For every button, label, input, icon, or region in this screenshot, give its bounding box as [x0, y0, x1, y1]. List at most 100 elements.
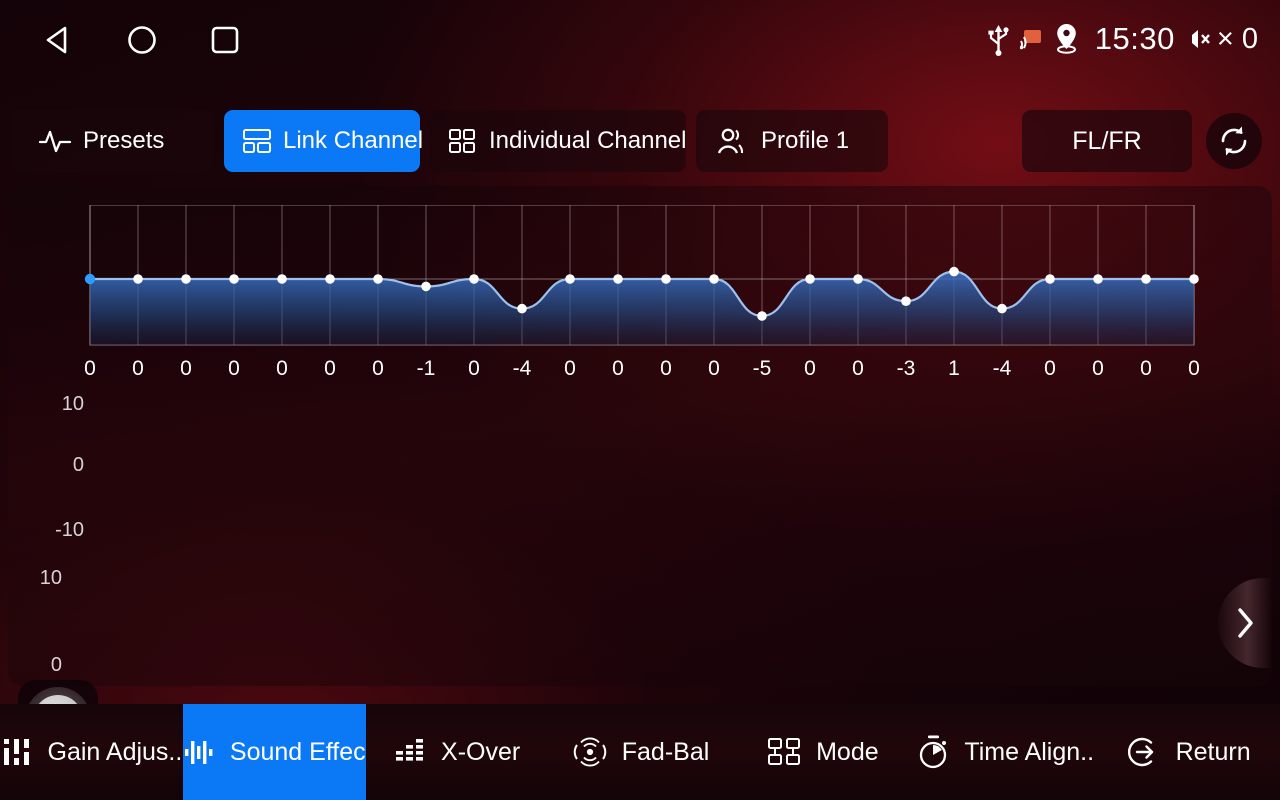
waveform-icon — [38, 126, 72, 156]
curve-value-label: 0 — [276, 357, 288, 380]
curve-point[interactable] — [997, 303, 1007, 314]
back-triangle-icon[interactable] — [38, 20, 78, 60]
curve-value-label: -4 — [512, 357, 532, 380]
curve-value-label: 0 — [1092, 357, 1104, 380]
tab-individual-channel[interactable]: Individual Channel — [430, 110, 686, 172]
curve-value-label: 0 — [84, 357, 96, 380]
curve-area-fill — [90, 271, 1194, 345]
sound-effect-icon — [183, 735, 217, 769]
bottom-nav-gain-adjust-label: Gain Adjus.. — [47, 737, 183, 766]
curve-point[interactable] — [229, 274, 239, 284]
bottom-nav-fad-bal-label: Fad-Bal — [621, 737, 710, 766]
curve-point[interactable] — [181, 274, 191, 284]
eq-curve-chart[interactable]: 10 0 -10 0 0 0 0 0 0 0 -1 0 -4 0 0 0 0 -5 0 0 -3 1 -4 — [8, 186, 1272, 541]
curve-point[interactable] — [325, 274, 335, 284]
curve-point[interactable] — [133, 274, 143, 284]
gain-sliders-icon — [1, 735, 35, 769]
curve-point[interactable] — [661, 274, 671, 284]
flfr-label: FL/FR — [1072, 126, 1142, 155]
bottom-nav-sound-effect-label: Sound Effec — [229, 737, 366, 766]
bottom-nav-time-align[interactable]: Time Align.. — [914, 704, 1097, 800]
link-channel-icon — [242, 127, 272, 155]
curve-value-label: 0 — [612, 357, 624, 380]
curve-axis-mid: 0 — [72, 454, 84, 476]
curve-value-label: 0 — [468, 357, 480, 380]
tab-link-channel[interactable]: Link Channel — [224, 110, 424, 172]
bottom-nav-sound-effect[interactable]: Sound Effec — [182, 704, 366, 800]
curve-value-label: -1 — [416, 357, 436, 380]
mode-tab-row: Presets Link Channel Individual Channel — [0, 110, 1280, 172]
tab-presets-label: Presets — [83, 127, 165, 154]
bottom-nav-return[interactable]: Return — [1097, 704, 1280, 800]
bottom-nav-xover[interactable]: X-Over — [366, 704, 549, 800]
channel-selector-flfr[interactable]: FL/FR — [1022, 110, 1192, 172]
curve-point[interactable] — [1189, 274, 1199, 284]
curve-point[interactable] — [901, 296, 911, 306]
tab-link-channel-label: Link Channel — [283, 127, 424, 154]
bottom-nav-bar: Gain Adjus.. Sound Effec X-Over — [0, 704, 1280, 800]
bottom-nav-mode-label: Mode — [816, 737, 879, 766]
curve-value-label: 0 — [228, 357, 240, 380]
fadbal-icon — [571, 734, 609, 770]
tab-individual-channel-label: Individual Channel — [489, 127, 687, 154]
curve-value-label: -5 — [752, 357, 772, 380]
curve-point[interactable] — [565, 274, 575, 284]
tab-profile[interactable]: Profile 1 — [696, 110, 888, 172]
curve-value-label: 0 — [180, 357, 192, 380]
home-circle-icon[interactable] — [122, 20, 162, 60]
tab-profile-label: Profile 1 — [761, 127, 850, 154]
curve-value-label: 1 — [948, 357, 960, 380]
curve-value-label: 0 — [324, 357, 336, 380]
arrow-right-circle-icon — [1127, 734, 1163, 770]
user-icon — [714, 125, 750, 157]
bottom-nav-gain-adjust[interactable]: Gain Adjus.. — [0, 704, 183, 800]
curve-point[interactable] — [373, 274, 383, 284]
equalizer-panel: 10 0 -10 0 0 0 0 0 0 0 -1 0 -4 0 0 0 0 -5 0 0 -3 1 -4 — [8, 186, 1272, 800]
grid-four-icon — [448, 127, 478, 155]
curve-point[interactable] — [853, 274, 863, 284]
bottom-nav-mode[interactable]: Mode — [731, 704, 914, 800]
status-clock: 15:30 — [1094, 21, 1175, 56]
curve-points — [84, 266, 1199, 321]
curve-point[interactable] — [949, 266, 959, 277]
curve-value-label: 0 — [852, 357, 864, 380]
volume-mute-icon: × 0 — [1187, 23, 1258, 56]
slider-axis-top: 10 — [39, 567, 62, 589]
curve-point[interactable] — [1093, 274, 1103, 284]
curve-point[interactable] — [469, 274, 479, 284]
curve-value-label: 0 — [564, 357, 576, 380]
recent-square-icon[interactable] — [205, 20, 245, 60]
chevron-right-icon[interactable] — [1218, 578, 1272, 668]
curve-value-label: 0 — [708, 357, 720, 380]
curve-value-label: 0 — [1140, 357, 1152, 380]
curve-point[interactable] — [709, 274, 719, 284]
curve-axis-top: 10 — [61, 393, 84, 415]
curve-value-label: 0 — [660, 357, 672, 380]
status-icons-group: 15:30 × 0 — [986, 10, 1258, 68]
curve-point[interactable] — [613, 274, 623, 284]
slider-axis-mid: 0 — [50, 654, 62, 676]
xover-bars-icon — [394, 735, 428, 769]
bottom-nav-time-align-label: Time Align.. — [964, 737, 1095, 766]
tab-presets[interactable]: Presets — [12, 110, 212, 172]
curve-point[interactable] — [84, 273, 96, 285]
curve-value-label: -4 — [992, 357, 1012, 380]
curve-point[interactable] — [805, 274, 815, 284]
curve-point[interactable] — [421, 281, 431, 292]
eq-slider-bank — [8, 376, 1272, 800]
bottom-nav-xover-label: X-Over — [441, 737, 521, 766]
location-pin-icon — [1053, 22, 1080, 56]
refresh-icon[interactable] — [1206, 113, 1262, 169]
volume-value: × 0 — [1216, 22, 1258, 55]
curve-value-label: 0 — [804, 357, 816, 380]
curve-point[interactable] — [757, 311, 767, 321]
curve-value-label: 0 — [1188, 357, 1200, 380]
curve-svg — [84, 205, 1199, 346]
curve-point[interactable] — [1141, 274, 1151, 284]
bottom-nav-fad-bal[interactable]: Fad-Bal — [549, 704, 732, 800]
curve-point[interactable] — [517, 303, 527, 314]
curve-point[interactable] — [277, 274, 287, 284]
curve-value-label: 0 — [372, 357, 384, 380]
curve-value-label: 0 — [132, 357, 144, 380]
curve-point[interactable] — [1045, 274, 1055, 284]
